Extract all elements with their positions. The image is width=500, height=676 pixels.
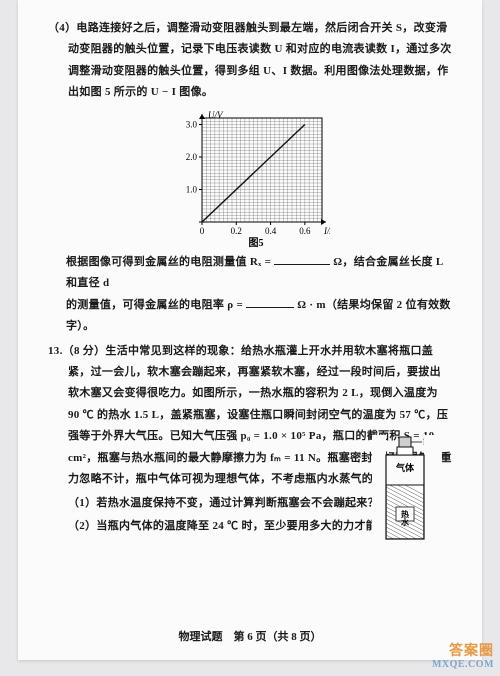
- svg-text:0.6: 0.6: [299, 226, 311, 236]
- bottle-figure: 软木塞气体气体热水: [372, 435, 442, 550]
- watermark: 答案圈 MXQE.COM: [432, 644, 494, 670]
- svg-text:水: 水: [400, 517, 410, 527]
- svg-text:0: 0: [200, 226, 205, 236]
- svg-text:U/V: U/V: [208, 110, 224, 120]
- q12-conc-a: 根据图像可得到金属丝的电阻测量值 Rₓ =: [66, 256, 271, 268]
- chart-svg: 0 0.2 0.4 0.6 1.0 2.0 3.0 I/A U/V 图5: [170, 110, 330, 250]
- blank-rho: [246, 298, 294, 308]
- bottle-svg: 软木塞气体气体热水: [372, 435, 442, 545]
- watermark-cn: 答案圈: [432, 644, 494, 659]
- svg-text:0.2: 0.2: [231, 226, 242, 236]
- watermark-en: MXQE.COM: [432, 659, 494, 670]
- svg-text:I/A: I/A: [323, 226, 330, 236]
- svg-text:1.0: 1.0: [186, 184, 198, 194]
- svg-text:0.4: 0.4: [265, 226, 277, 236]
- q12-part4: （4）电路连接好之后，调整滑动变阻器触头到最左端，然后闭合开关 S，改变滑动变阻…: [48, 18, 452, 104]
- page: （4）电路连接好之后，调整滑动变阻器触头到最左端，然后闭合开关 S，改变滑动变阻…: [18, 0, 482, 660]
- page-footer: 物理试题 第 6 页（共 8 页）: [18, 628, 482, 644]
- svg-text:3.0: 3.0: [186, 119, 198, 129]
- svg-text:图5: 图5: [249, 237, 264, 249]
- chart-figure5: 0 0.2 0.4 0.6 1.0 2.0 3.0 I/A U/V 图5: [48, 110, 452, 250]
- blank-R: [274, 255, 330, 265]
- q12-conclusion: 根据图像可得到金属丝的电阻测量值 Rₓ = Ω，结合金属丝长度 L 和直径 d …: [48, 252, 452, 338]
- svg-text:2.0: 2.0: [186, 152, 198, 162]
- q12-conc-c: 的测量值，可得金属丝的电阻率 ρ =: [66, 299, 243, 311]
- svg-text:气体: 气体: [395, 462, 415, 473]
